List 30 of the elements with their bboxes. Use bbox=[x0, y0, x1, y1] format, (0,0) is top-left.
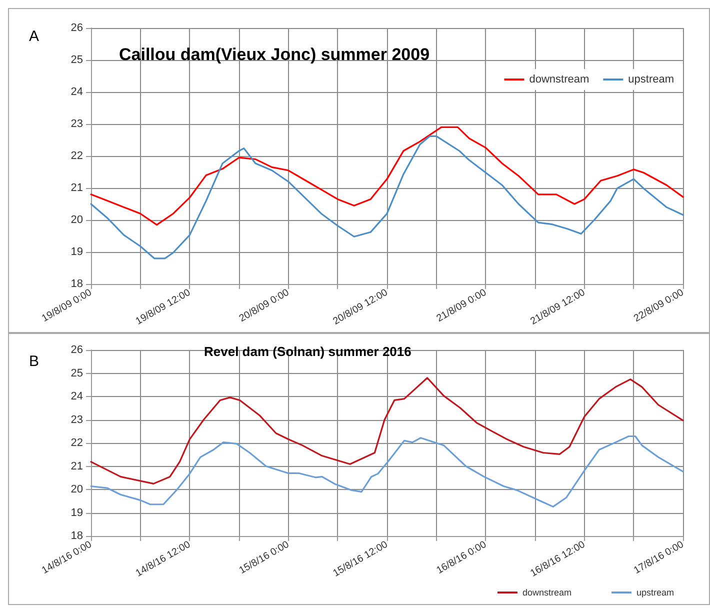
line-series bbox=[90, 377, 684, 484]
y-tick-label: 24 bbox=[70, 86, 83, 98]
text: A bbox=[29, 28, 40, 45]
text: B bbox=[29, 353, 40, 370]
line-series bbox=[90, 435, 684, 508]
y-tick-label: 22 bbox=[70, 150, 83, 162]
line-series bbox=[90, 126, 684, 226]
y-tick-label: 19 bbox=[70, 506, 83, 519]
y-tick-label: 22 bbox=[70, 437, 83, 449]
chart-title: Revel dam (Solnan) summer 2016 bbox=[204, 344, 412, 359]
y-tick-label: 25 bbox=[70, 367, 83, 380]
y-tick-label: 26 bbox=[70, 22, 83, 34]
y-tick-label: 21 bbox=[70, 460, 83, 472]
text: Caillou dam(Vieux Jonc) summer 2009 bbox=[119, 45, 430, 64]
legend-label: downstream bbox=[529, 74, 590, 86]
y-tick-label: 26 bbox=[70, 344, 83, 356]
y-tick-label: 24 bbox=[70, 390, 83, 402]
legend-label: upstream bbox=[636, 588, 674, 598]
legend-label: downstream bbox=[522, 588, 572, 598]
y-tick-label: 21 bbox=[70, 182, 83, 194]
y-tick-label: 19 bbox=[70, 246, 83, 258]
y-tick-label: 25 bbox=[70, 54, 83, 66]
y-tick-label: 18 bbox=[70, 530, 83, 542]
line-series bbox=[90, 135, 684, 260]
y-tick-label: 20 bbox=[70, 484, 83, 496]
y-tick-label: 23 bbox=[70, 414, 83, 426]
y-tick-label: 23 bbox=[70, 118, 83, 130]
legend-label: upstream bbox=[628, 74, 674, 86]
y-tick-label: 18 bbox=[70, 278, 83, 290]
y-tick-label: 20 bbox=[70, 214, 83, 226]
